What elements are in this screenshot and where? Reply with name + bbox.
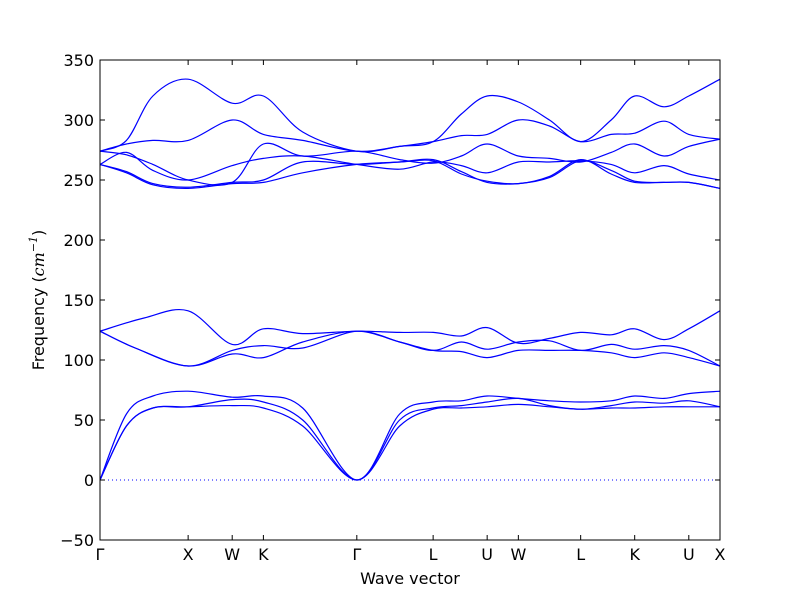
y-tick-label: 0 [84, 471, 94, 490]
x-tick-label: L [576, 545, 585, 564]
band-line-1 [99, 403, 720, 481]
plot-frame [99, 59, 721, 541]
x-tick-label: X [183, 545, 194, 564]
y-axis-label-suffix: ) [29, 230, 48, 236]
y-tick-label: 150 [63, 291, 94, 310]
x-tick-label: U [481, 545, 493, 564]
band-line-12 [99, 78, 721, 153]
x-tick-label: U [683, 545, 695, 564]
y-tick-label: 350 [63, 51, 94, 70]
x-tick-label: X [715, 545, 726, 564]
y-tick-label: −50 [60, 531, 94, 550]
band-line-2 [99, 397, 721, 481]
band-line-6 [99, 308, 721, 346]
band-line-11 [99, 119, 721, 152]
x-tick-label: Γ [352, 545, 361, 564]
x-tick-label: K [258, 545, 269, 564]
y-axis-label-exponent: −1 [27, 236, 40, 252]
band-line-8 [99, 158, 721, 189]
y-tick-label: 300 [63, 111, 94, 130]
y-axis-label: Frequency (cm−1) [27, 230, 48, 371]
band-lines [99, 78, 721, 481]
y-tick-label: 100 [63, 351, 94, 370]
y-axis-ticks: −50 0 50 100 150 200 250 300 350 [60, 51, 720, 550]
y-axis-label-unit: cm [29, 252, 48, 276]
band-line-10 [99, 138, 721, 186]
band-line-9 [99, 151, 721, 181]
x-tick-label: K [629, 545, 640, 564]
x-tick-label: L [429, 545, 438, 564]
y-axis-label-prefix: Frequency ( [29, 276, 48, 370]
band-line-5 [99, 330, 721, 367]
y-tick-label: 50 [74, 411, 94, 430]
x-tick-label: W [224, 545, 240, 564]
x-tick-label: Γ [96, 545, 105, 564]
band-line-7 [99, 158, 721, 190]
band-line-4 [99, 330, 721, 367]
x-axis-label: Wave vector [360, 569, 460, 588]
band-line-3 [99, 390, 721, 481]
y-tick-label: 250 [63, 171, 94, 190]
x-tick-label: W [510, 545, 526, 564]
y-tick-label: 200 [63, 231, 94, 250]
